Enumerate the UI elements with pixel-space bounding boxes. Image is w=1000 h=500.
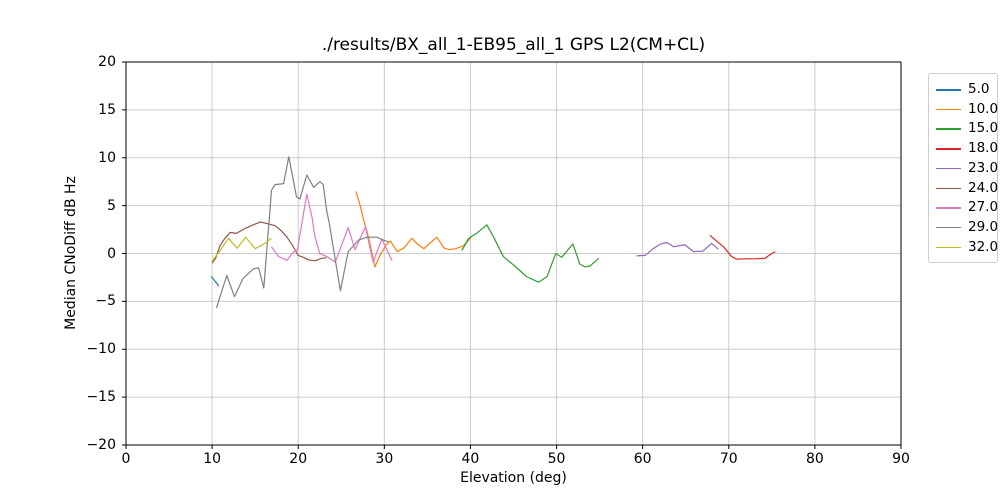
legend-line-sample (936, 128, 961, 130)
y-tick-label: −5 (95, 293, 116, 310)
y-tick-label: −15 (86, 389, 116, 406)
x-tick-label: 60 (633, 451, 652, 467)
series-line-15.0 (461, 224, 600, 283)
legend-entry: 15.0 (929, 119, 999, 139)
legend: 5.0 10.0 15.0 18.0 23.0 24.0 27.0 29.0 32.0 (928, 73, 998, 263)
x-tick-label: 50 (547, 451, 566, 467)
legend-label: 32.0 (968, 238, 999, 255)
legend-entry: 29.0 (929, 218, 999, 238)
x-tick-label: 70 (719, 451, 738, 467)
series-line-23.0 (636, 241, 719, 257)
chart-title: ./results/BX_all_1-EB95_all_1 GPS L2(CM+… (321, 35, 706, 55)
legend-entry: 18.0 (929, 139, 999, 159)
x-tick-label: 20 (289, 451, 308, 467)
legend-label: 5.0 (968, 81, 990, 98)
x-tick-label: 90 (892, 451, 910, 467)
y-tick-label: 15 (98, 101, 116, 118)
legend-line-sample (936, 187, 961, 190)
y-tick-label: 10 (98, 149, 116, 166)
x-tick-label: 30 (375, 451, 394, 467)
legend-label: 10.0 (968, 100, 999, 117)
series-line-32.0 (211, 236, 272, 262)
y-tick-label: 0 (107, 245, 116, 262)
legend-entry: 10.0 (929, 100, 999, 120)
x-tick-label: 80 (805, 451, 824, 467)
y-tick-label: 5 (107, 197, 116, 214)
legend-line-sample (936, 167, 961, 170)
x-tick-label: 0 (121, 451, 131, 467)
y-tick-label: 20 (98, 54, 116, 70)
legend-label: 23.0 (968, 159, 999, 176)
y-tick-label: −10 (86, 341, 116, 358)
series-line-10.0 (355, 191, 471, 268)
legend-entry: 23.0 (929, 159, 999, 179)
x-tick-label: 10 (203, 451, 222, 467)
x-tick-label: 40 (461, 451, 480, 467)
legend-line-sample (936, 226, 961, 229)
legend-entry: 24.0 (929, 178, 999, 198)
series-line-5.0 (210, 276, 220, 287)
legend-line-sample (936, 246, 961, 249)
series-line-24.0 (211, 221, 327, 264)
legend-line-sample (936, 148, 961, 150)
y-tick-label: −20 (86, 437, 116, 453)
legend-entry: 32.0 (929, 238, 999, 258)
series-line-18.0 (709, 234, 776, 260)
legend-line-sample (936, 207, 961, 209)
series-line-27.0 (271, 193, 393, 263)
legend-label: 29.0 (968, 218, 999, 235)
series-line-29.0 (215, 156, 389, 309)
legend-label: 24.0 (968, 179, 999, 196)
legend-label: 15.0 (968, 120, 999, 137)
x-axis-label: Elevation (deg) (460, 470, 567, 486)
legend-line-sample (936, 108, 961, 111)
legend-entry: 27.0 (929, 198, 999, 218)
legend-label: 18.0 (968, 140, 999, 157)
legend-entry: 5.0 (929, 80, 997, 100)
legend-line-sample (936, 89, 961, 91)
legend-label: 27.0 (968, 199, 999, 216)
